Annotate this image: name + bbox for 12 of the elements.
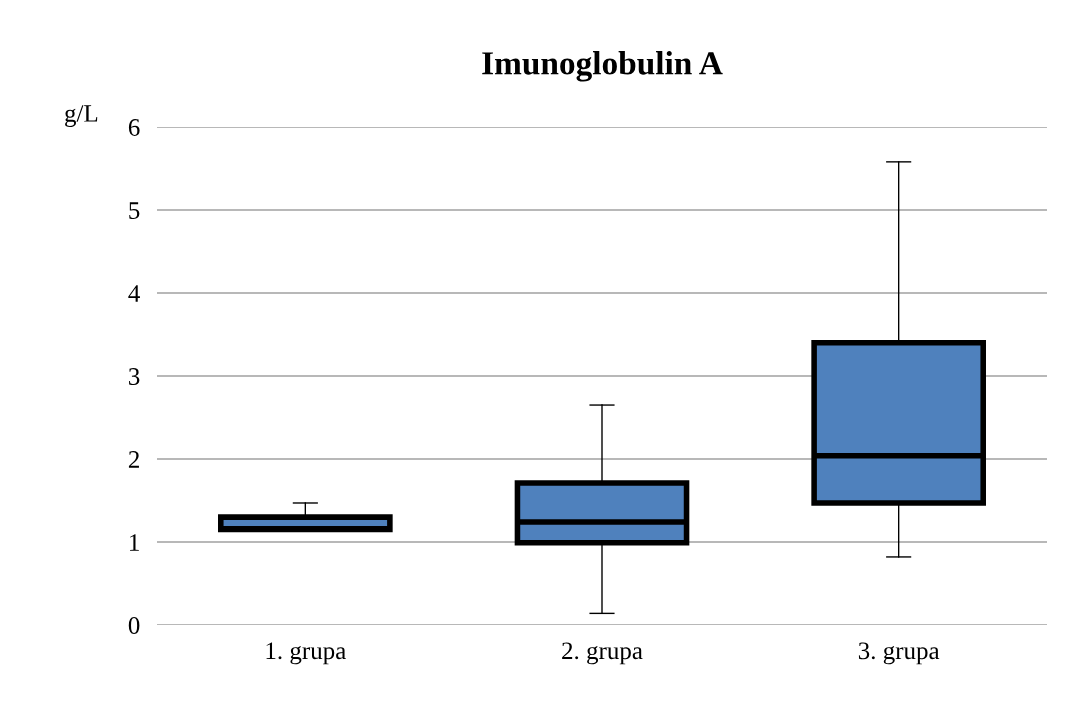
y-tick-label: 4: [128, 285, 140, 302]
x-tick-label: 2. grupa: [562, 642, 643, 665]
y-tick-label: 6: [128, 119, 140, 136]
y-tick-label: 0: [128, 617, 140, 634]
y-axis-title: g/L: [65, 105, 98, 127]
y-tick-label: 1: [130, 534, 139, 551]
y-tick-label: 2: [128, 451, 139, 468]
y-tick-label: 3: [129, 368, 140, 385]
chart-title: Imunoglobulin A: [482, 51, 723, 82]
x-tick-label: 3. grupa: [858, 642, 940, 665]
x-tick-label: 1. grupa: [266, 642, 346, 665]
y-tick-label: 5: [129, 202, 140, 219]
